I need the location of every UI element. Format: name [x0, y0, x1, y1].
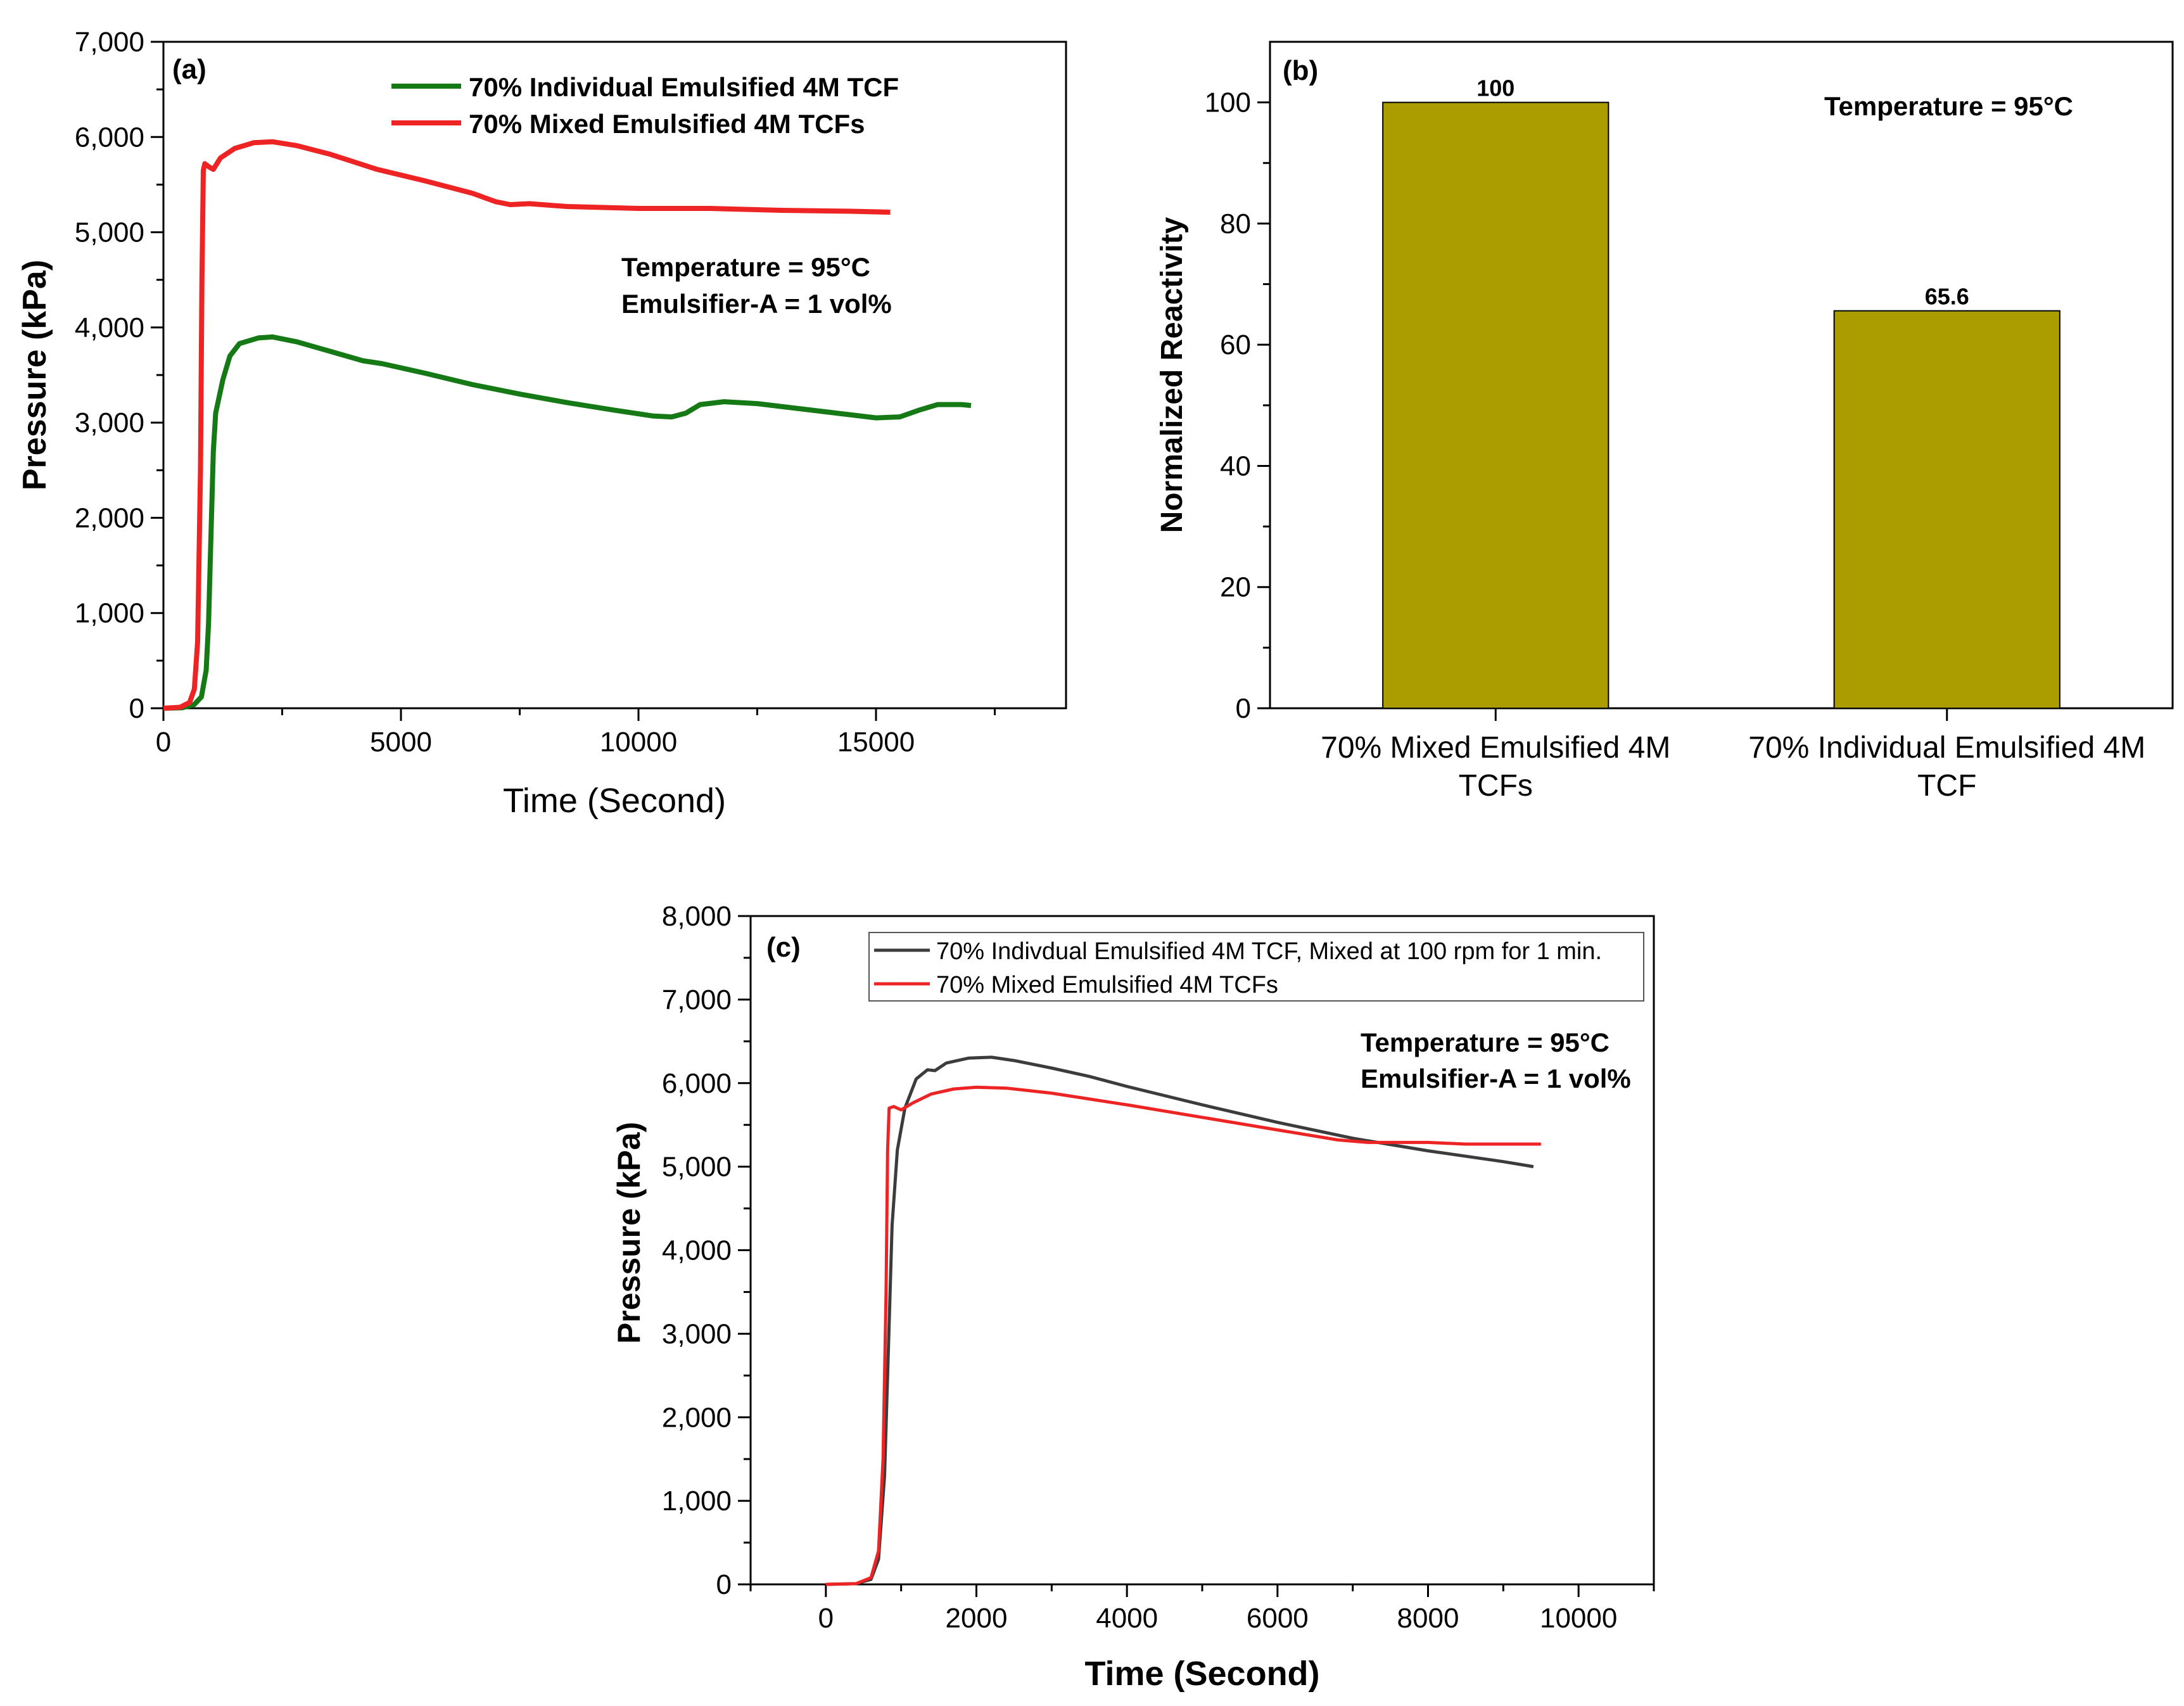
panel-c-x-tick-label: 2000 [946, 1603, 1008, 1634]
panel-a-y-tick-label: 5,000 [75, 217, 144, 248]
panel-b-bar-value-label: 65.6 [1925, 284, 1969, 310]
panel-b-bars: 100 70% Mixed Emulsified 4M TCFs 65.6 70% In… [1321, 75, 2145, 803]
panel-c-y-tick-label: 2,000 [662, 1402, 732, 1433]
panel-b-bar-1 [1833, 310, 2060, 710]
panel-a-frame [162, 41, 1067, 710]
panel-b-category-label: TCFs [1459, 769, 1533, 803]
panel-a-series-line-0 [163, 334, 972, 711]
panel-a-legend-label-green: 70% Individual Emulsified 4M TCF [469, 72, 899, 102]
panel-b-category-label: TCF [1917, 769, 1976, 803]
panel-a-y-tick-label: 3,000 [75, 407, 144, 438]
panel-a-y-axis: 0 1,000 2,000 3,000 4,000 5,000 6,000 7,000 [75, 27, 163, 724]
panel-c-x-tick-label: 6000 [1247, 1603, 1309, 1634]
panel-a-x-axis-title: Time (Second) [503, 782, 726, 820]
panel-c-label: (c) [766, 932, 801, 963]
panel-c-series-line-0 [825, 1055, 1534, 1586]
panel-a-series-line-1 [163, 139, 891, 711]
panel-a-y-tick-label: 4,000 [75, 312, 144, 343]
panel-b-bar-value-label: 100 [1476, 75, 1514, 101]
panel-b-category-label: 70% Individual Emulsified 4M [1748, 731, 2145, 765]
panel-a-x-axis: 0 5000 10000 15000 [156, 708, 996, 758]
panel-c-series-line-1 [825, 1085, 1541, 1586]
panel-a-y-tick-label: 6,000 [75, 122, 144, 153]
panel-b-y-tick-label: 40 [1220, 450, 1251, 481]
panel-c-y-tick-label: 1,000 [662, 1486, 732, 1517]
panel-b-y-axis-title: Normalized Reactivity [1155, 217, 1189, 533]
panel-c-legend-label-dark: 70% Indivdual Emulsified 4M TCF, Mixed a… [936, 938, 1602, 965]
panel-c-legend-label-red: 70% Mixed Emulsified 4M TCFs [936, 972, 1278, 998]
panel-c-y-tick-label: 6,000 [662, 1068, 732, 1099]
panel-b-label: (b) [1283, 55, 1318, 86]
panel-b-annotation-temperature: Temperature = 95°C [1824, 91, 2073, 121]
panel-a-series [163, 139, 972, 711]
panel-c-x-tick-label: 0 [818, 1603, 834, 1634]
panel-c-x-axis-title: Time (Second) [1084, 1655, 1319, 1693]
panel-c-x-axis: 0 2000 4000 6000 8000 10000 [749, 1584, 1655, 1634]
panel-b-frame [1269, 41, 2174, 710]
panel-a-legend: 70% Individual Emulsified 4M TCF 70% Mix… [391, 72, 899, 139]
panel-a-annotation-emulsifier: Emulsifier-A = 1 vol% [621, 289, 892, 319]
panel-b-chart: 0 20 40 60 80 100 100 70% Mixed Emulsified 4M T… [1155, 41, 2174, 803]
panel-a-annotation-temperature: Temperature = 95°C [621, 252, 870, 282]
panel-c-y-axis-title: Pressure (kPa) [611, 1122, 647, 1344]
panel-c-y-tick-label: 0 [716, 1569, 732, 1600]
panel-a-x-tick-label: 5000 [370, 727, 432, 758]
panel-a-y-tick-label: 1,000 [75, 598, 144, 629]
panel-a-y-tick-label: 2,000 [75, 502, 144, 533]
panel-c-y-tick-label: 3,000 [662, 1318, 732, 1349]
panel-c-legend: 70% Indivdual Emulsified 4M TCF, Mixed a… [868, 932, 1644, 1002]
panel-b-y-tick-label: 100 [1205, 87, 1251, 118]
panel-a-x-tick-label: 10000 [600, 727, 677, 758]
panel-c-x-tick-label: 8000 [1397, 1603, 1459, 1634]
panel-a-label: (a) [172, 54, 206, 85]
panel-b-category-label: 70% Mixed Emulsified 4M [1321, 731, 1670, 765]
panel-a-chart: 0 1,000 2,000 3,000 4,000 5,000 6,000 7,000 0 50… [16, 27, 1067, 820]
panel-c-y-tick-label: 8,000 [662, 901, 732, 932]
panel-c-annotation-emulsifier: Emulsifier-A = 1 vol% [1361, 1064, 1631, 1093]
panel-c-chart: 0 1,000 2,000 3,000 4,000 5,000 6,000 7,000 8,00… [611, 901, 1655, 1693]
panel-c-y-tick-label: 5,000 [662, 1152, 732, 1183]
panel-c-y-tick-label: 7,000 [662, 984, 732, 1015]
panel-a-y-tick-label: 7,000 [75, 27, 144, 58]
panel-c-y-tick-label: 4,000 [662, 1235, 732, 1266]
panel-b-y-tick-label: 20 [1220, 572, 1251, 603]
panel-b-y-tick-label: 60 [1220, 329, 1251, 360]
panel-a-y-axis-title: Pressure (kPa) [16, 260, 53, 490]
panel-a-x-tick-label: 15000 [837, 727, 915, 758]
panel-c-series [825, 1055, 1541, 1586]
panel-c-y-axis: 0 1,000 2,000 3,000 4,000 5,000 6,000 7,000 8,00… [662, 901, 751, 1600]
panel-a-legend-label-red: 70% Mixed Emulsified 4M TCFs [469, 109, 865, 139]
panel-c-x-tick-label: 4000 [1096, 1603, 1158, 1634]
panel-c-legend-box [868, 932, 1644, 1002]
panel-a-y-tick-label: 0 [129, 693, 144, 724]
panel-c-x-tick-label: 10000 [1540, 1603, 1617, 1634]
panel-b-y-tick-label: 80 [1220, 208, 1251, 239]
panel-b-y-axis: 0 20 40 60 80 100 [1205, 87, 1270, 724]
panel-a-x-tick-label: 0 [156, 727, 171, 758]
panel-b-bar-0 [1382, 101, 1609, 710]
panel-b-y-tick-label: 0 [1236, 693, 1251, 724]
panel-c-annotation-temperature: Temperature = 95°C [1361, 1028, 1609, 1057]
